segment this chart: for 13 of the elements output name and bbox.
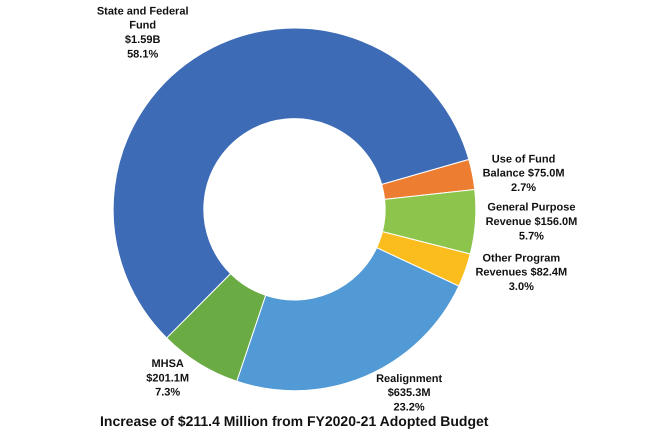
slice-label: Other Program Revenues $82.4M — [475, 252, 568, 279]
slice-label: State and Federal Fund $1.59B — [96, 5, 189, 46]
data-label: 7.3% — [155, 386, 180, 399]
data-label: 2.7% — [511, 182, 536, 194]
data-label: 23.2% — [394, 401, 425, 414]
slice-label: General Purpose Revenue $156.0M — [486, 202, 578, 228]
slice-label: MHSA $201.1M — [146, 358, 190, 384]
data-label: 5.7% — [518, 230, 544, 242]
data-label: 58.1% — [127, 48, 158, 60]
text: Increase of $211.4 Million from FY2020-21 Adopted Budget — [100, 413, 489, 429]
slice-label: Use of Fund Balance $75.0M — [482, 153, 565, 180]
data-label: 3.0% — [508, 280, 534, 293]
slice-label: Realignment $635.3M — [376, 372, 442, 400]
